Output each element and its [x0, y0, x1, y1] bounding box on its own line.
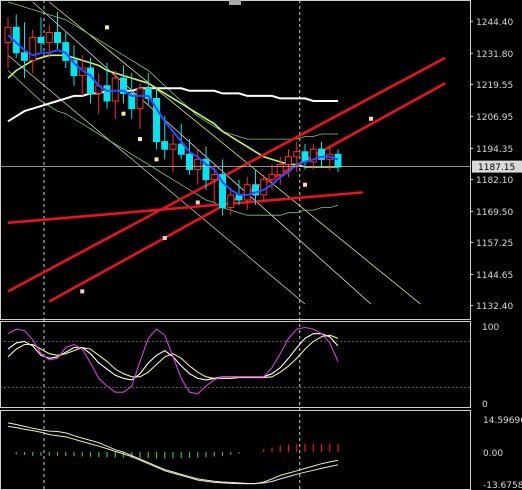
channel-line-2 [7, 191, 363, 225]
slow-moving-average [7, 87, 338, 123]
diagonal-line-0 [32, 1, 372, 305]
candle-body-12 [103, 85, 111, 102]
sar-dot-3 [154, 157, 159, 162]
price-axis: 1244.40 1231.80 1219.55 1206.95 1194.35 1182.… [470, 18, 513, 312]
candle-body-22 [186, 153, 193, 171]
candle-body-20 [169, 143, 177, 150]
candle-body-34 [285, 156, 292, 165]
macd-axis: 14.59696 0.00 -13.6758 [483, 416, 522, 490]
sar-dot-2 [138, 137, 142, 142]
oscillator-pane-frame [0, 321, 471, 408]
candle-body-23 [194, 158, 202, 171]
macd-tick-label-2: -13.6758 [483, 481, 522, 490]
candle-body-6 [54, 31, 61, 44]
candle-body-35 [293, 151, 301, 158]
candle-body-10 [87, 67, 94, 94]
channel-anchor-1 [162, 236, 167, 241]
candle-body-2 [21, 52, 28, 61]
candle-body-30 [252, 184, 259, 196]
sar-dot-0 [105, 25, 109, 30]
price-tick-label-5: 1182.10 [476, 176, 513, 186]
price-tick-label-4: 1194.35 [476, 145, 513, 155]
candle-body-31 [260, 179, 268, 196]
candle-body-32 [268, 174, 276, 181]
macd-pane [7, 422, 339, 485]
candle-body-3 [29, 37, 37, 61]
candle-body-17 [144, 87, 152, 99]
band-lower-line [7, 70, 339, 216]
oscillator-axis: 100 0 [482, 323, 499, 410]
macd-tick-label-1: 0.00 [483, 449, 503, 459]
macd-tick-label-0: 14.59696 [483, 416, 522, 426]
candle-body-18 [153, 97, 160, 143]
sar-dot-1 [121, 111, 126, 116]
price-tick-label-7: 1157.25 [476, 239, 513, 249]
oscillator-pane [0, 326, 470, 395]
candle-body-16 [136, 87, 144, 110]
candle-body-4 [37, 37, 45, 44]
diagonal-line-1 [7, 54, 306, 305]
channel-anchor-3 [303, 182, 307, 187]
candle-body-14 [120, 77, 127, 94]
price-tick-label-1: 1231.80 [476, 50, 513, 60]
candle-body-15 [128, 92, 136, 110]
band-upper-line [7, 1, 338, 140]
price-tick-label-0: 1244.40 [476, 18, 513, 28]
candle-body-24 [202, 158, 210, 181]
current-price-label: 1187.15 [478, 163, 515, 173]
macd-main-line [7, 425, 339, 485]
channel-anchor-2 [80, 289, 85, 294]
price-tick-label-3: 1206.95 [476, 113, 513, 123]
chart-shift-marker[interactable] [229, 0, 241, 5]
candle-body-19 [161, 141, 169, 150]
candle-body-33 [276, 163, 284, 176]
candle-body-29 [243, 184, 251, 201]
candle-body-38 [318, 148, 325, 160]
main-pane [0, 0, 470, 490]
price-tick-label-8: 1144.65 [476, 271, 513, 281]
candle-body-25 [210, 174, 218, 181]
channel-line-0 [7, 56, 446, 293]
channel-anchor-4 [369, 116, 373, 121]
candle-body-40 [334, 153, 342, 168]
osc-tick-label-1: 0 [482, 400, 488, 410]
candle-body-26 [219, 174, 226, 209]
candle-body-8 [70, 59, 78, 77]
macd-signal-line [7, 422, 339, 485]
candle-body-21 [177, 143, 185, 155]
osc-series-2 [7, 326, 339, 395]
fast-moving-average [7, 34, 339, 196]
candle-body-0 [4, 26, 12, 44]
price-tick-label-6: 1169.50 [476, 208, 513, 218]
price-tick-label-2: 1219.55 [476, 81, 513, 91]
current-price-badge: 1187.15 [472, 160, 522, 173]
candle-body-5 [45, 31, 53, 44]
candle-body-37 [309, 148, 317, 163]
osc-series-1 [7, 334, 339, 379]
candle-body-13 [111, 77, 119, 102]
osc-tick-label-0: 100 [482, 323, 499, 333]
price-tick-label-9: 1132.40 [476, 302, 513, 312]
diagonal-line-2 [48, 1, 421, 305]
candle-body-27 [227, 194, 235, 209]
channel-anchor-0 [195, 200, 200, 205]
